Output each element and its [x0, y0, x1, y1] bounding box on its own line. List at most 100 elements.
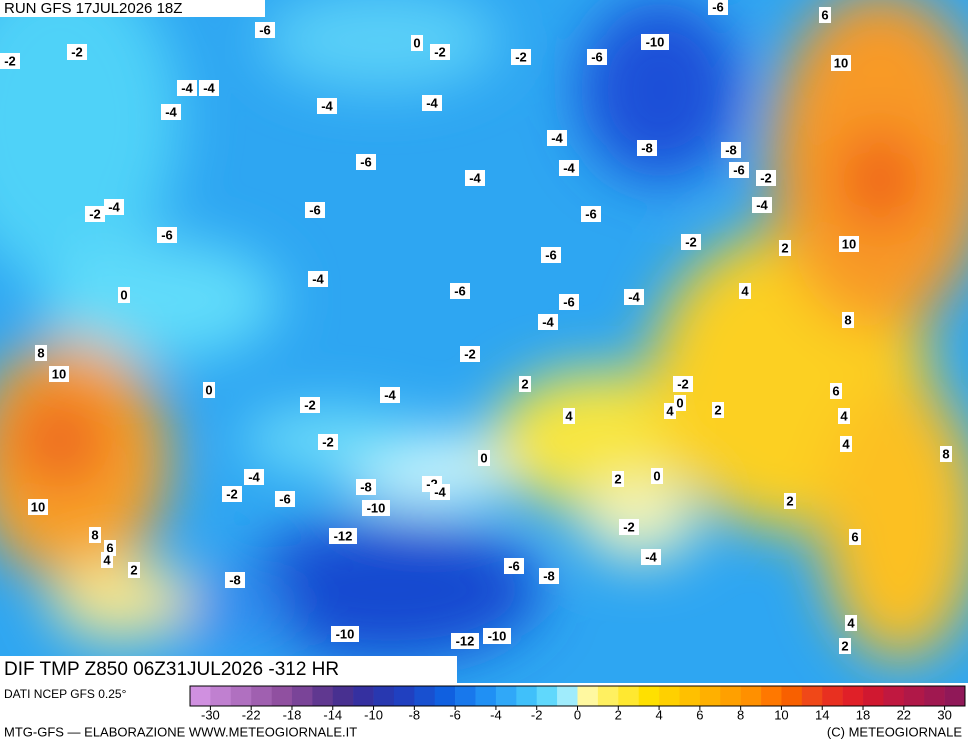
contour-label: -2	[71, 44, 83, 59]
map-field	[0, 0, 968, 683]
credit-label: MTG-GFS — ELABORAZIONE WWW.METEOGIORNALE…	[4, 724, 357, 739]
contour-label-box	[674, 395, 686, 411]
contour-label: -2	[464, 346, 476, 361]
colorbar-cell	[291, 686, 313, 706]
contour-label: 4	[840, 408, 848, 423]
contour-label: -2	[322, 434, 334, 449]
colorbar-cell	[638, 686, 660, 706]
contour-label: -2	[4, 53, 16, 68]
contour-label-box	[244, 469, 264, 485]
contour-label: 0	[413, 35, 420, 50]
colorbar-tick-label: -22	[242, 707, 261, 722]
contour-label: -8	[229, 572, 241, 587]
colorbar-tick-label: -30	[201, 707, 220, 722]
contour-label-box	[460, 346, 480, 362]
colorbar-tick-label: 14	[815, 707, 829, 722]
contour-label-box	[411, 35, 423, 51]
contour-label: -4	[551, 130, 563, 145]
colorbar-cell	[332, 686, 354, 706]
colorbar-tick-label: -10	[364, 707, 383, 722]
colorbar-cell	[353, 686, 374, 706]
contour-label: -4	[312, 271, 324, 286]
contour-label-box	[49, 366, 69, 382]
contour-label-box	[541, 247, 561, 263]
contour-label-box	[222, 486, 242, 502]
contour-label-box	[504, 558, 524, 574]
contour-label: -6	[733, 162, 745, 177]
contour-label: -6	[545, 247, 557, 262]
colorbar-tick-label: 22	[897, 707, 911, 722]
contour-label: 0	[653, 468, 660, 483]
contour-label: -2	[304, 397, 316, 412]
contour-label: 0	[480, 450, 487, 465]
contour-label: 10	[52, 366, 66, 381]
contour-label: -2	[434, 44, 446, 59]
contour-label-box	[940, 446, 952, 462]
colorbar-cell	[761, 686, 782, 706]
contour-label-box	[331, 626, 359, 642]
colorbar-cell	[271, 686, 293, 706]
contour-label-box	[329, 528, 357, 544]
contour-label-box	[637, 140, 657, 156]
contour-label-box	[651, 468, 663, 484]
contour-label-box	[511, 49, 531, 65]
contour-label-box	[538, 314, 558, 330]
colorbar-tick-label: -8	[409, 707, 421, 722]
contour-label: -2	[426, 476, 438, 491]
contour-label: -4	[469, 170, 481, 185]
contour-label: 4	[847, 615, 855, 630]
contour-label: 2	[130, 562, 137, 577]
colorbar-cell	[312, 686, 334, 706]
contour-label-box	[430, 484, 450, 500]
contour-label-box	[478, 450, 490, 466]
colorbar-cell	[434, 686, 456, 706]
contour-label: 2	[781, 240, 788, 255]
colorbar-cell	[863, 686, 884, 706]
contour-label: -10	[367, 500, 386, 515]
colorbar-cell	[618, 686, 639, 706]
contour-label-box	[519, 376, 531, 392]
contour-label-box	[422, 95, 442, 111]
colorbar-cell	[455, 686, 476, 706]
contour-label: -4	[756, 197, 768, 212]
contour-label-box	[845, 615, 857, 631]
contour-label: -2	[515, 49, 527, 64]
contour-label: 6	[832, 383, 839, 398]
colorbar-tick-label: 18	[856, 707, 870, 722]
contour-label: -4	[645, 549, 657, 564]
contour-label: 4	[565, 408, 573, 423]
contour-label: 0	[676, 395, 683, 410]
contour-label-box	[101, 552, 113, 568]
contour-label-box	[641, 549, 661, 565]
colorbar-cell	[924, 686, 945, 706]
contour-label: -4	[542, 314, 554, 329]
contour-label-box	[842, 312, 854, 328]
contour-label: 2	[786, 493, 793, 508]
colorbar-tick-label: -4	[490, 707, 502, 722]
contour-label-box	[830, 383, 842, 399]
contour-label: -8	[543, 568, 555, 583]
contour-label: -6	[585, 206, 597, 221]
colorbar-cell	[190, 686, 211, 706]
contour-label: -4	[434, 484, 446, 499]
contour-label-box	[664, 403, 676, 419]
contour-label-box	[275, 491, 295, 507]
colorbar-cell	[577, 686, 599, 706]
colorbar-cell	[373, 686, 395, 706]
contour-label-box	[559, 160, 579, 176]
contour-label: 0	[120, 287, 127, 302]
contour-label-box	[0, 53, 20, 69]
colorbar-tick-label: 0	[574, 707, 581, 722]
contour-label-box	[28, 499, 48, 515]
contour-label-box	[708, 0, 728, 15]
contour-label: 4	[741, 283, 749, 298]
contour-label-box	[673, 376, 693, 392]
contour-label: -8	[641, 140, 653, 155]
contour-label-box	[619, 519, 639, 535]
colorbar-cell	[659, 686, 680, 706]
run-box	[0, 0, 265, 17]
contour-label-box	[356, 479, 376, 495]
colorbar-cell	[720, 686, 741, 706]
contour-label-box	[681, 234, 701, 250]
